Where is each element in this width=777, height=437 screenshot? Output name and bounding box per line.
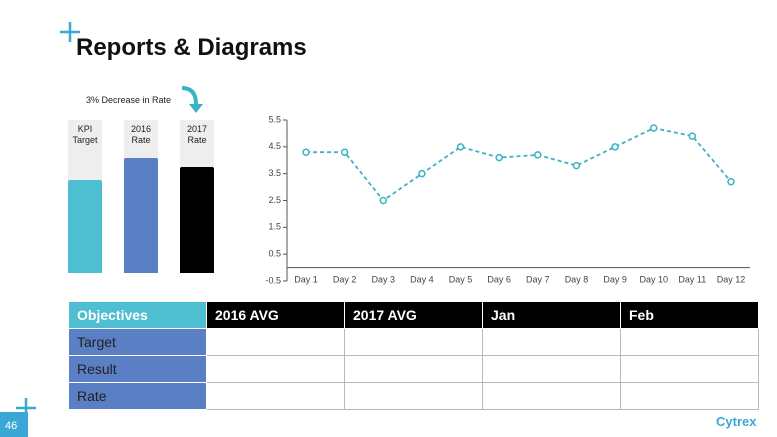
point bbox=[340, 148, 349, 156]
point bbox=[611, 143, 619, 151]
cell bbox=[206, 382, 345, 410]
point bbox=[495, 153, 503, 162]
bar-label: 2017 Rate bbox=[186, 124, 208, 145]
line-series bbox=[306, 127, 732, 202]
header-cell: Jan bbox=[482, 301, 621, 329]
y-tick-label: 5.5 bbox=[268, 114, 281, 124]
x-tick-label: Day 2 bbox=[333, 274, 357, 284]
point bbox=[649, 124, 658, 132]
x-tick-label: Day 8 bbox=[565, 274, 589, 284]
cell bbox=[344, 382, 483, 410]
table-row: Rate bbox=[68, 382, 759, 410]
x-tick-label: Day 5 bbox=[449, 274, 473, 284]
cell bbox=[620, 328, 759, 356]
table-header: Objectives 2016 AVG 2017 AVG Jan Feb bbox=[68, 301, 759, 329]
x-tick-label: Day 3 bbox=[372, 274, 396, 284]
point bbox=[534, 151, 542, 159]
cell bbox=[620, 382, 759, 410]
cell bbox=[482, 355, 621, 383]
x-tick-label: Day 4 bbox=[410, 274, 434, 284]
header-cell: 2016 AVG bbox=[206, 301, 345, 329]
y-tick-label: 4.5 bbox=[268, 141, 281, 151]
plus-decoration bbox=[60, 22, 80, 42]
bar-label: 2016 Rate bbox=[130, 124, 152, 145]
annotation: 3% Decrease in Rate bbox=[86, 95, 172, 105]
brand: Cytrex bbox=[716, 414, 757, 429]
cell bbox=[482, 382, 621, 410]
point bbox=[418, 169, 426, 178]
table-row: Result bbox=[68, 355, 759, 383]
row-label: Target bbox=[68, 328, 207, 356]
row-label: Result bbox=[68, 355, 207, 383]
x-tick-label: Day 10 bbox=[639, 274, 668, 284]
point bbox=[727, 177, 735, 186]
plus-decoration bbox=[16, 398, 36, 418]
y-tick-label: 1.5 bbox=[268, 222, 281, 232]
arrow-icon bbox=[182, 86, 203, 113]
x-tick-label: Day 1 bbox=[294, 274, 318, 284]
page-badge bbox=[0, 412, 28, 437]
x-tick-label: Day 7 bbox=[526, 274, 550, 284]
table-row: Target bbox=[68, 328, 759, 356]
cell bbox=[344, 328, 483, 356]
point bbox=[688, 132, 697, 140]
cell bbox=[206, 328, 345, 356]
cell bbox=[620, 355, 759, 383]
objectives-table: Objectives 2016 AVG 2017 AVG Jan Feb Tar… bbox=[68, 301, 759, 410]
point bbox=[302, 148, 310, 156]
point bbox=[572, 161, 581, 170]
x-tick-label: Day 11 bbox=[678, 274, 706, 284]
cell bbox=[206, 355, 345, 383]
line-chart: -0.5 0.5 1.5 2.5 3.5 4.5 5.5 Day 1 Day 2 Day 3 Day… bbox=[265, 114, 750, 285]
header-cell: Feb bbox=[620, 301, 759, 329]
header-cell: Objectives bbox=[68, 301, 207, 329]
page-number: 46 bbox=[5, 420, 18, 432]
x-tick-label: Day 9 bbox=[603, 274, 627, 284]
bar bbox=[68, 179, 102, 273]
bar-label: KPI Target bbox=[72, 124, 98, 145]
y-tick-label: -0.5 bbox=[265, 275, 281, 285]
y-tick-label: 2.5 bbox=[268, 195, 281, 205]
cell bbox=[482, 328, 621, 356]
cell bbox=[344, 355, 483, 383]
y-tick-label: 0.5 bbox=[268, 249, 281, 259]
bar bbox=[180, 167, 214, 273]
point bbox=[379, 196, 388, 205]
row-label: Rate bbox=[68, 382, 207, 410]
header-cell: 2017 AVG bbox=[344, 301, 483, 329]
point bbox=[456, 143, 465, 151]
x-tick-label: Day 6 bbox=[487, 274, 511, 284]
y-tick-label: 3.5 bbox=[268, 168, 281, 178]
x-tick-label: Day 12 bbox=[717, 274, 746, 284]
bar bbox=[124, 158, 158, 273]
slide-title: Reports & Diagrams bbox=[76, 34, 307, 61]
